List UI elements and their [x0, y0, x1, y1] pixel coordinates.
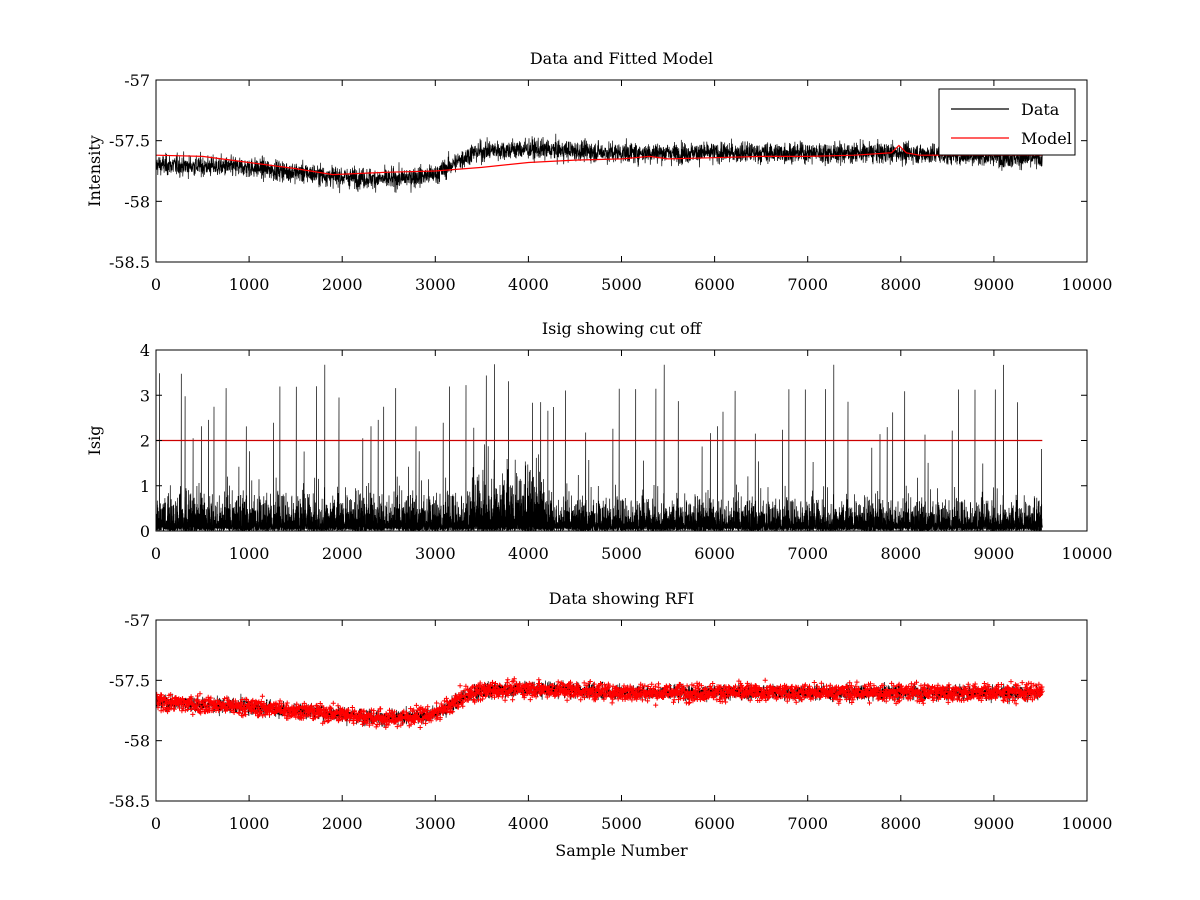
y-tick-label: 2 [140, 432, 150, 451]
x-tick-label: 8000 [880, 814, 921, 833]
y-tick-label: 4 [140, 341, 150, 360]
y-tick-label: -58 [124, 732, 150, 751]
plot-area [156, 133, 1043, 194]
panel-1: 0 1000 2000 3000 4000 5000 6000 7000 8000 9000 100… [85, 49, 1112, 294]
y-tick-label: -58 [124, 192, 150, 211]
y-axis-label: Intensity [85, 135, 104, 207]
legend: Data Model [938, 88, 1076, 156]
x-tick-label: 9000 [974, 275, 1015, 294]
y-tick-label: 1 [140, 477, 150, 496]
y-tick-label: -57 [124, 71, 150, 90]
series-model-line [156, 144, 1043, 176]
x-tick-label: 4000 [508, 275, 549, 294]
x-tick-label: 0 [151, 275, 161, 294]
x-tick-label: 0 [151, 814, 161, 833]
x-tick-label: 1000 [229, 544, 270, 563]
x-axis-label: Sample Number [555, 841, 688, 860]
x-tick-label: 5000 [601, 275, 642, 294]
y-tick-label: -58.5 [109, 792, 150, 811]
x-tick-label: 7000 [787, 544, 828, 563]
y-tick-label: -58.5 [109, 253, 150, 272]
plot-title: Data showing RFI [549, 589, 694, 608]
y-tick-label: -57.5 [109, 671, 150, 690]
x-tick-label: 4000 [508, 544, 549, 563]
x-tick-label: 8000 [880, 544, 921, 563]
x-tick-label: 9000 [974, 814, 1015, 833]
y-tick-label: -57.5 [109, 132, 150, 151]
x-tick-label: 0 [151, 544, 161, 563]
plot-area [156, 364, 1043, 531]
legend-label-model: Model [1021, 129, 1072, 148]
x-tick-label: 3000 [415, 814, 456, 833]
x-tick-label: 1000 [229, 814, 270, 833]
panel-2: 0 1000 2000 3000 4000 5000 6000 7000 8000 9000 100… [85, 319, 1112, 563]
x-tick-label: 10000 [1062, 814, 1113, 833]
x-tick-label: 6000 [694, 275, 735, 294]
plot-title: Data and Fitted Model [530, 49, 713, 68]
series-data-points [185, 681, 1012, 720]
y-tick-label: 3 [140, 386, 150, 405]
x-tick-label: 6000 [694, 544, 735, 563]
x-tick-label: 3000 [415, 544, 456, 563]
x-tick-label: 1000 [229, 275, 270, 294]
x-tick-label: 7000 [787, 814, 828, 833]
y-tick-label: 0 [140, 522, 150, 541]
x-tick-label: 5000 [601, 814, 642, 833]
x-tick-label: 5000 [601, 544, 642, 563]
x-tick-label: 2000 [322, 814, 363, 833]
x-tick-label: 2000 [322, 275, 363, 294]
plot-title: Isig showing cut off [542, 319, 703, 338]
x-tick-label: 10000 [1062, 544, 1113, 563]
x-tick-label: 8000 [880, 275, 921, 294]
x-tick-label: 9000 [974, 544, 1015, 563]
legend-box [938, 88, 1076, 156]
series-isig-line [156, 364, 1043, 531]
y-tick-label: -57 [124, 611, 150, 630]
x-tick-label: 10000 [1062, 275, 1113, 294]
x-tick-label: 6000 [694, 814, 735, 833]
legend-label-data: Data [1021, 100, 1060, 119]
y-axis-label: Isig [85, 426, 104, 456]
panel-3: 0 1000 2000 3000 4000 5000 6000 7000 8000 9000 100… [109, 589, 1112, 860]
x-tick-label: 7000 [787, 275, 828, 294]
x-tick-label: 4000 [508, 814, 549, 833]
x-tick-label: 2000 [322, 544, 363, 563]
x-tick-label: 3000 [415, 275, 456, 294]
plot-area [156, 676, 1045, 730]
